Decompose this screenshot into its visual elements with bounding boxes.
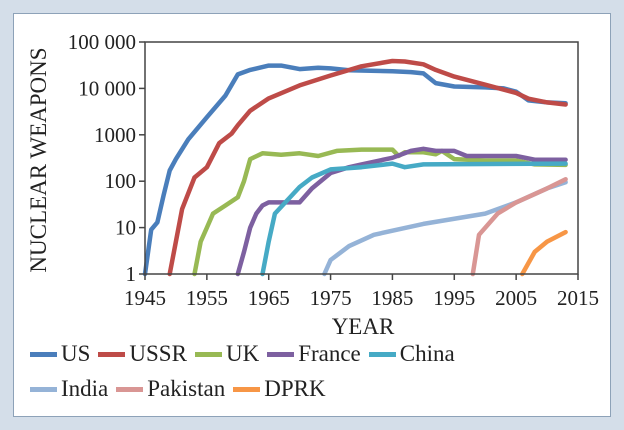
x-tick-label: 1965 [248,286,290,310]
series-line-china [260,161,568,277]
plot-frame [144,41,579,275]
legend-swatch [98,351,126,357]
series-line-ussr [167,58,568,277]
x-tick-label: 1995 [433,286,475,310]
x-axis-label: YEAR [332,314,395,339]
legend-row-1: US USSR UK France China [30,341,463,367]
legend-item-india: India [30,376,108,402]
legend-swatch [116,386,144,392]
y-tick-label: 100 000 [68,30,136,54]
legend-label: France [298,341,361,366]
y-tick-label: 100 [105,169,137,193]
series-line-dprk [520,229,568,277]
x-tick-label: 1945 [124,286,166,310]
series-layer [142,58,568,277]
y-tick-label: 10 000 [78,76,136,100]
x-tick-label: 2015 [557,286,599,310]
y-tick-label: 1000 [94,123,136,147]
legend-label: China [399,341,455,366]
legend-label: UK [225,341,260,366]
axes-layer: 1945 1955 1965 1975 1985 1995 2005 2015 1 10 100 10… [68,30,599,310]
series-line-uk [192,147,568,277]
legend-item-uk: UK [194,341,260,367]
x-tick-label: 1975 [310,286,352,310]
legend-swatch [30,351,57,357]
legend-swatch [368,351,396,357]
legend-item-france: France [267,341,361,367]
legend-label: USSR [129,341,187,366]
legend-label: US [61,341,91,366]
x-tick-label: 1955 [186,286,228,310]
legend-swatch [233,386,261,392]
legend-item-china: China [368,341,455,367]
x-tick-label: 1985 [371,286,413,310]
y-tick-label: 1 [126,262,137,286]
legend-item-us: US [30,341,90,367]
y-tick-label: 10 [115,216,136,240]
legend-swatch [30,386,57,392]
legend-item-ussr: USSR [98,341,187,367]
legend-item-pakistan: Pakistan [116,376,225,402]
legend-swatch [267,351,295,357]
legend-swatch [194,351,222,357]
legend-row-2: India Pakistan DPRK [30,376,334,402]
y-axis-label: NUCLEAR WEAPONS [26,47,51,272]
legend-label: India [61,376,109,401]
series-line-pakistan [470,177,568,277]
x-tick-label: 2005 [495,286,537,310]
legend-label: Pakistan [147,376,226,401]
legend-label: DPRK [264,376,326,401]
legend-item-dprk: DPRK [233,376,326,402]
